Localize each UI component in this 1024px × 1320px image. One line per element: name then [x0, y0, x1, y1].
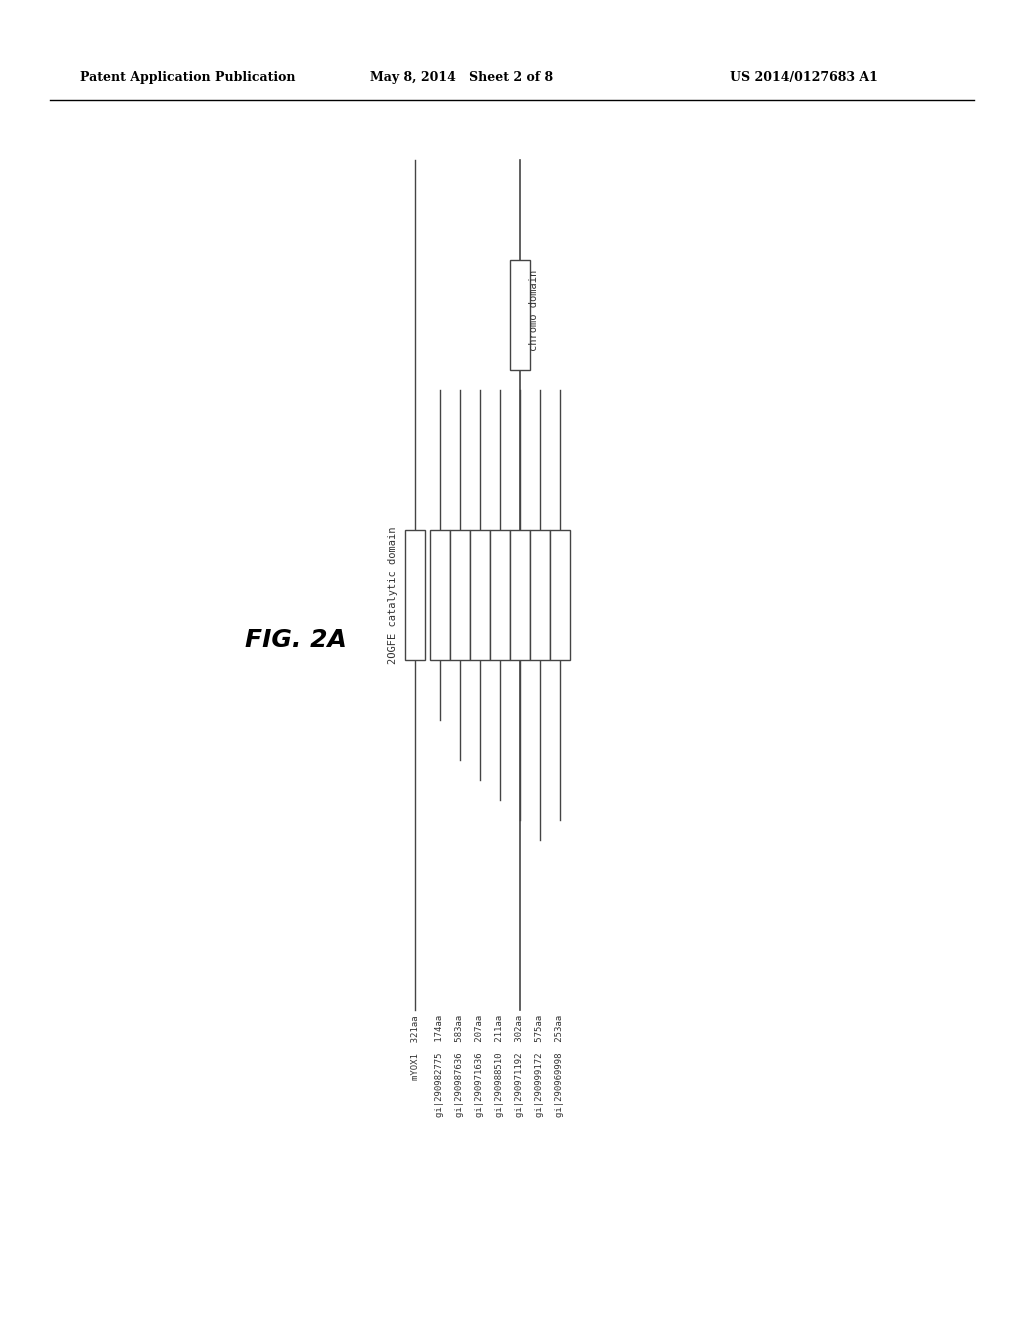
Bar — [470, 531, 490, 660]
Text: FIG. 2A: FIG. 2A — [245, 628, 347, 652]
Bar — [490, 531, 510, 660]
Bar — [510, 260, 530, 370]
Text: mYOX1  321aa: mYOX1 321aa — [411, 1015, 420, 1080]
Bar — [550, 531, 570, 660]
Text: gi|290987636  583aa: gi|290987636 583aa — [456, 1015, 465, 1117]
Text: US 2014/0127683 A1: US 2014/0127683 A1 — [730, 71, 878, 84]
Text: gi|290971192  302aa: gi|290971192 302aa — [515, 1015, 524, 1117]
Bar — [406, 531, 425, 660]
Text: May 8, 2014   Sheet 2 of 8: May 8, 2014 Sheet 2 of 8 — [370, 71, 553, 84]
Bar — [510, 531, 530, 660]
Bar — [430, 531, 450, 660]
Text: gi|290999172  575aa: gi|290999172 575aa — [536, 1015, 545, 1117]
Bar — [450, 531, 470, 660]
Text: gi|290969998  253aa: gi|290969998 253aa — [555, 1015, 564, 1117]
Text: gi|290982775  174aa: gi|290982775 174aa — [435, 1015, 444, 1117]
Bar — [530, 531, 550, 660]
Text: gi|290988510  211aa: gi|290988510 211aa — [496, 1015, 505, 1117]
Text: Patent Application Publication: Patent Application Publication — [80, 71, 296, 84]
Text: chromo domain: chromo domain — [529, 269, 539, 351]
Text: 2OGFE catalytic domain: 2OGFE catalytic domain — [388, 527, 398, 664]
Text: gi|290971636  207aa: gi|290971636 207aa — [475, 1015, 484, 1117]
